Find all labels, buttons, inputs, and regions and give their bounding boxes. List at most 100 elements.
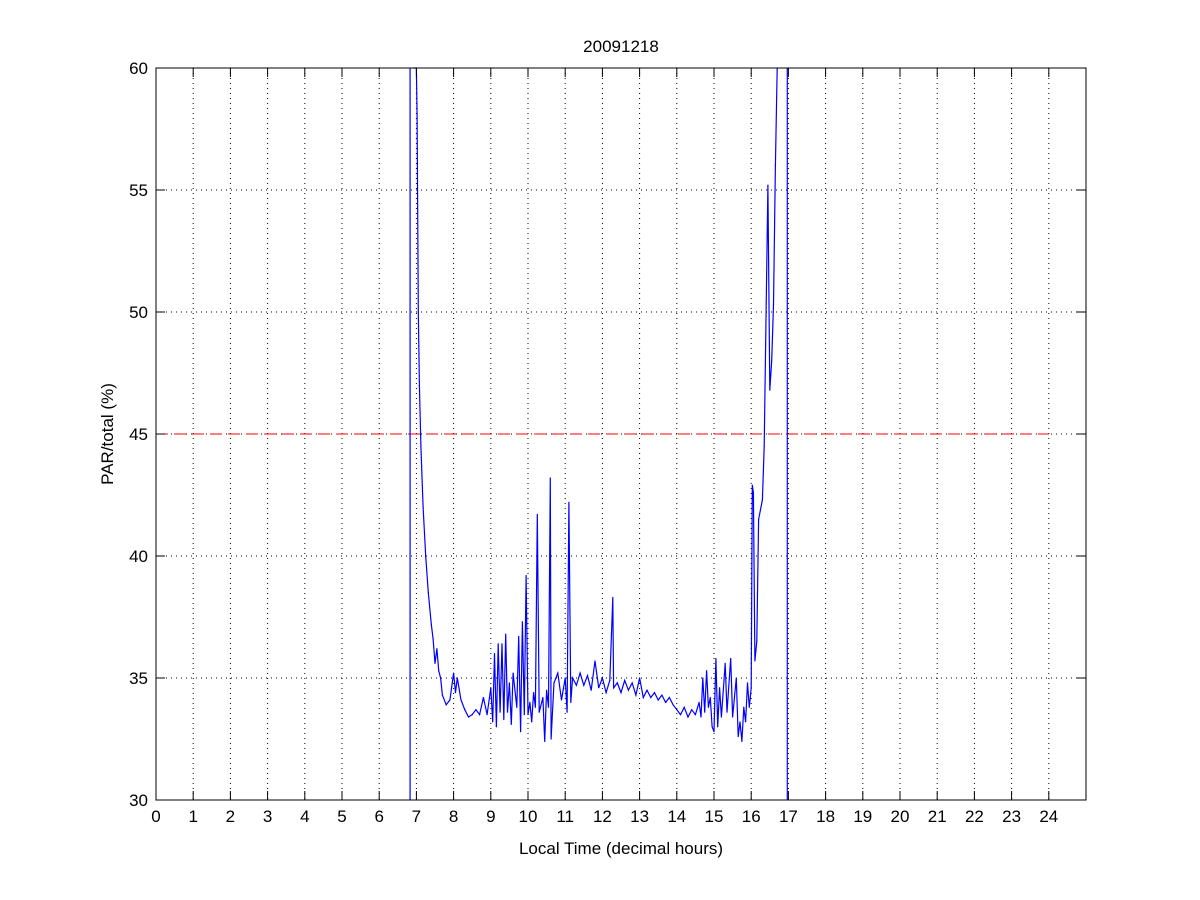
data-point (436, 648, 438, 650)
data-point (668, 696, 670, 699)
x-tick-label: 23 (1002, 807, 1021, 826)
x-tick-label: 17 (779, 807, 798, 826)
data-point (586, 674, 589, 677)
data-point (445, 704, 447, 706)
x-tick-label: 6 (374, 807, 383, 826)
x-tick-label: 11 (556, 807, 574, 826)
x-tick-label: 10 (519, 807, 538, 826)
data-point (735, 677, 737, 679)
data-point (430, 623, 432, 625)
data-point (527, 714, 529, 716)
data-point (493, 653, 496, 655)
x-tick-label: 18 (816, 807, 835, 826)
data-point (741, 740, 743, 743)
data-point (434, 662, 436, 664)
data-point (750, 687, 752, 689)
data-point (534, 706, 537, 708)
data-point (506, 711, 509, 713)
data-point (441, 694, 444, 696)
data-point (572, 677, 574, 679)
data-point (745, 721, 747, 723)
data-point (497, 643, 499, 645)
data-point (661, 694, 663, 696)
data-point (665, 701, 667, 704)
data-point (743, 706, 745, 708)
data-point (544, 740, 546, 743)
data-point (453, 672, 455, 674)
data-point (518, 635, 520, 638)
data-point (650, 696, 652, 699)
data-point (765, 311, 767, 313)
ticks: 0 1 2 3 4 5 6 7 8 9 10 11 12 13 14 15 16 17 18 19 20 21 22 23 24… (129, 59, 1086, 826)
data-point (503, 718, 505, 721)
x-tick-label: 8 (449, 807, 458, 826)
x-tick-label: 20 (891, 807, 910, 826)
data-point (709, 696, 711, 699)
data-point (557, 672, 559, 674)
data-point (627, 689, 630, 691)
data-point (471, 714, 473, 716)
y-tick-label: 35 (129, 669, 148, 688)
data-point (547, 706, 550, 708)
data-point (769, 389, 771, 391)
data-point (525, 574, 527, 577)
x-tick-label: 12 (593, 807, 612, 826)
data-point (575, 684, 577, 686)
y-tick-label: 60 (129, 59, 148, 78)
data-point (542, 696, 544, 699)
data-point (687, 716, 689, 718)
data-point (486, 714, 488, 716)
data-point (715, 657, 717, 660)
y-axis-label: PAR/total (%) (98, 383, 117, 485)
data-point (418, 384, 420, 386)
data-point (631, 682, 633, 684)
data-point (711, 726, 713, 728)
data-point (737, 735, 739, 738)
data-point (529, 701, 531, 704)
data-point (501, 643, 503, 645)
data-point (635, 694, 637, 696)
data-point (761, 499, 763, 501)
data-point (700, 716, 702, 718)
chart-title: 20091218 (583, 37, 659, 56)
data-point (536, 513, 538, 516)
data-point (609, 679, 611, 682)
data-point (612, 596, 614, 599)
data-point (532, 692, 535, 694)
x-tick-label: 7 (412, 807, 421, 826)
data-point (724, 662, 726, 664)
data-point (564, 677, 566, 679)
data-point (546, 689, 548, 691)
x-tick-label: 14 (667, 807, 686, 826)
x-tick-label: 1 (188, 807, 197, 826)
data-point (767, 184, 769, 186)
data-point (549, 477, 551, 479)
data-point (531, 721, 533, 723)
data-point (646, 689, 648, 691)
data-point (772, 304, 775, 306)
data-point (523, 714, 525, 716)
data-point (512, 672, 514, 674)
data-point (774, 165, 776, 167)
data-point (438, 670, 440, 672)
data-point (758, 518, 760, 521)
data-point (566, 711, 568, 713)
data-point (718, 687, 721, 689)
data-point (519, 731, 522, 733)
x-tick-label: 2 (226, 807, 235, 826)
data-point (756, 640, 758, 643)
data-point (590, 689, 592, 691)
data-point (698, 701, 700, 704)
data-point (752, 491, 755, 494)
data-point (605, 692, 607, 694)
data-point (479, 714, 481, 716)
data-point (694, 714, 697, 716)
data-point (594, 660, 596, 662)
data-point (672, 704, 674, 706)
x-tick-label: 24 (1039, 807, 1058, 826)
data-point (482, 696, 484, 699)
data-point (679, 714, 682, 716)
grid (155, 67, 1086, 801)
y-tick-label: 40 (129, 547, 148, 566)
